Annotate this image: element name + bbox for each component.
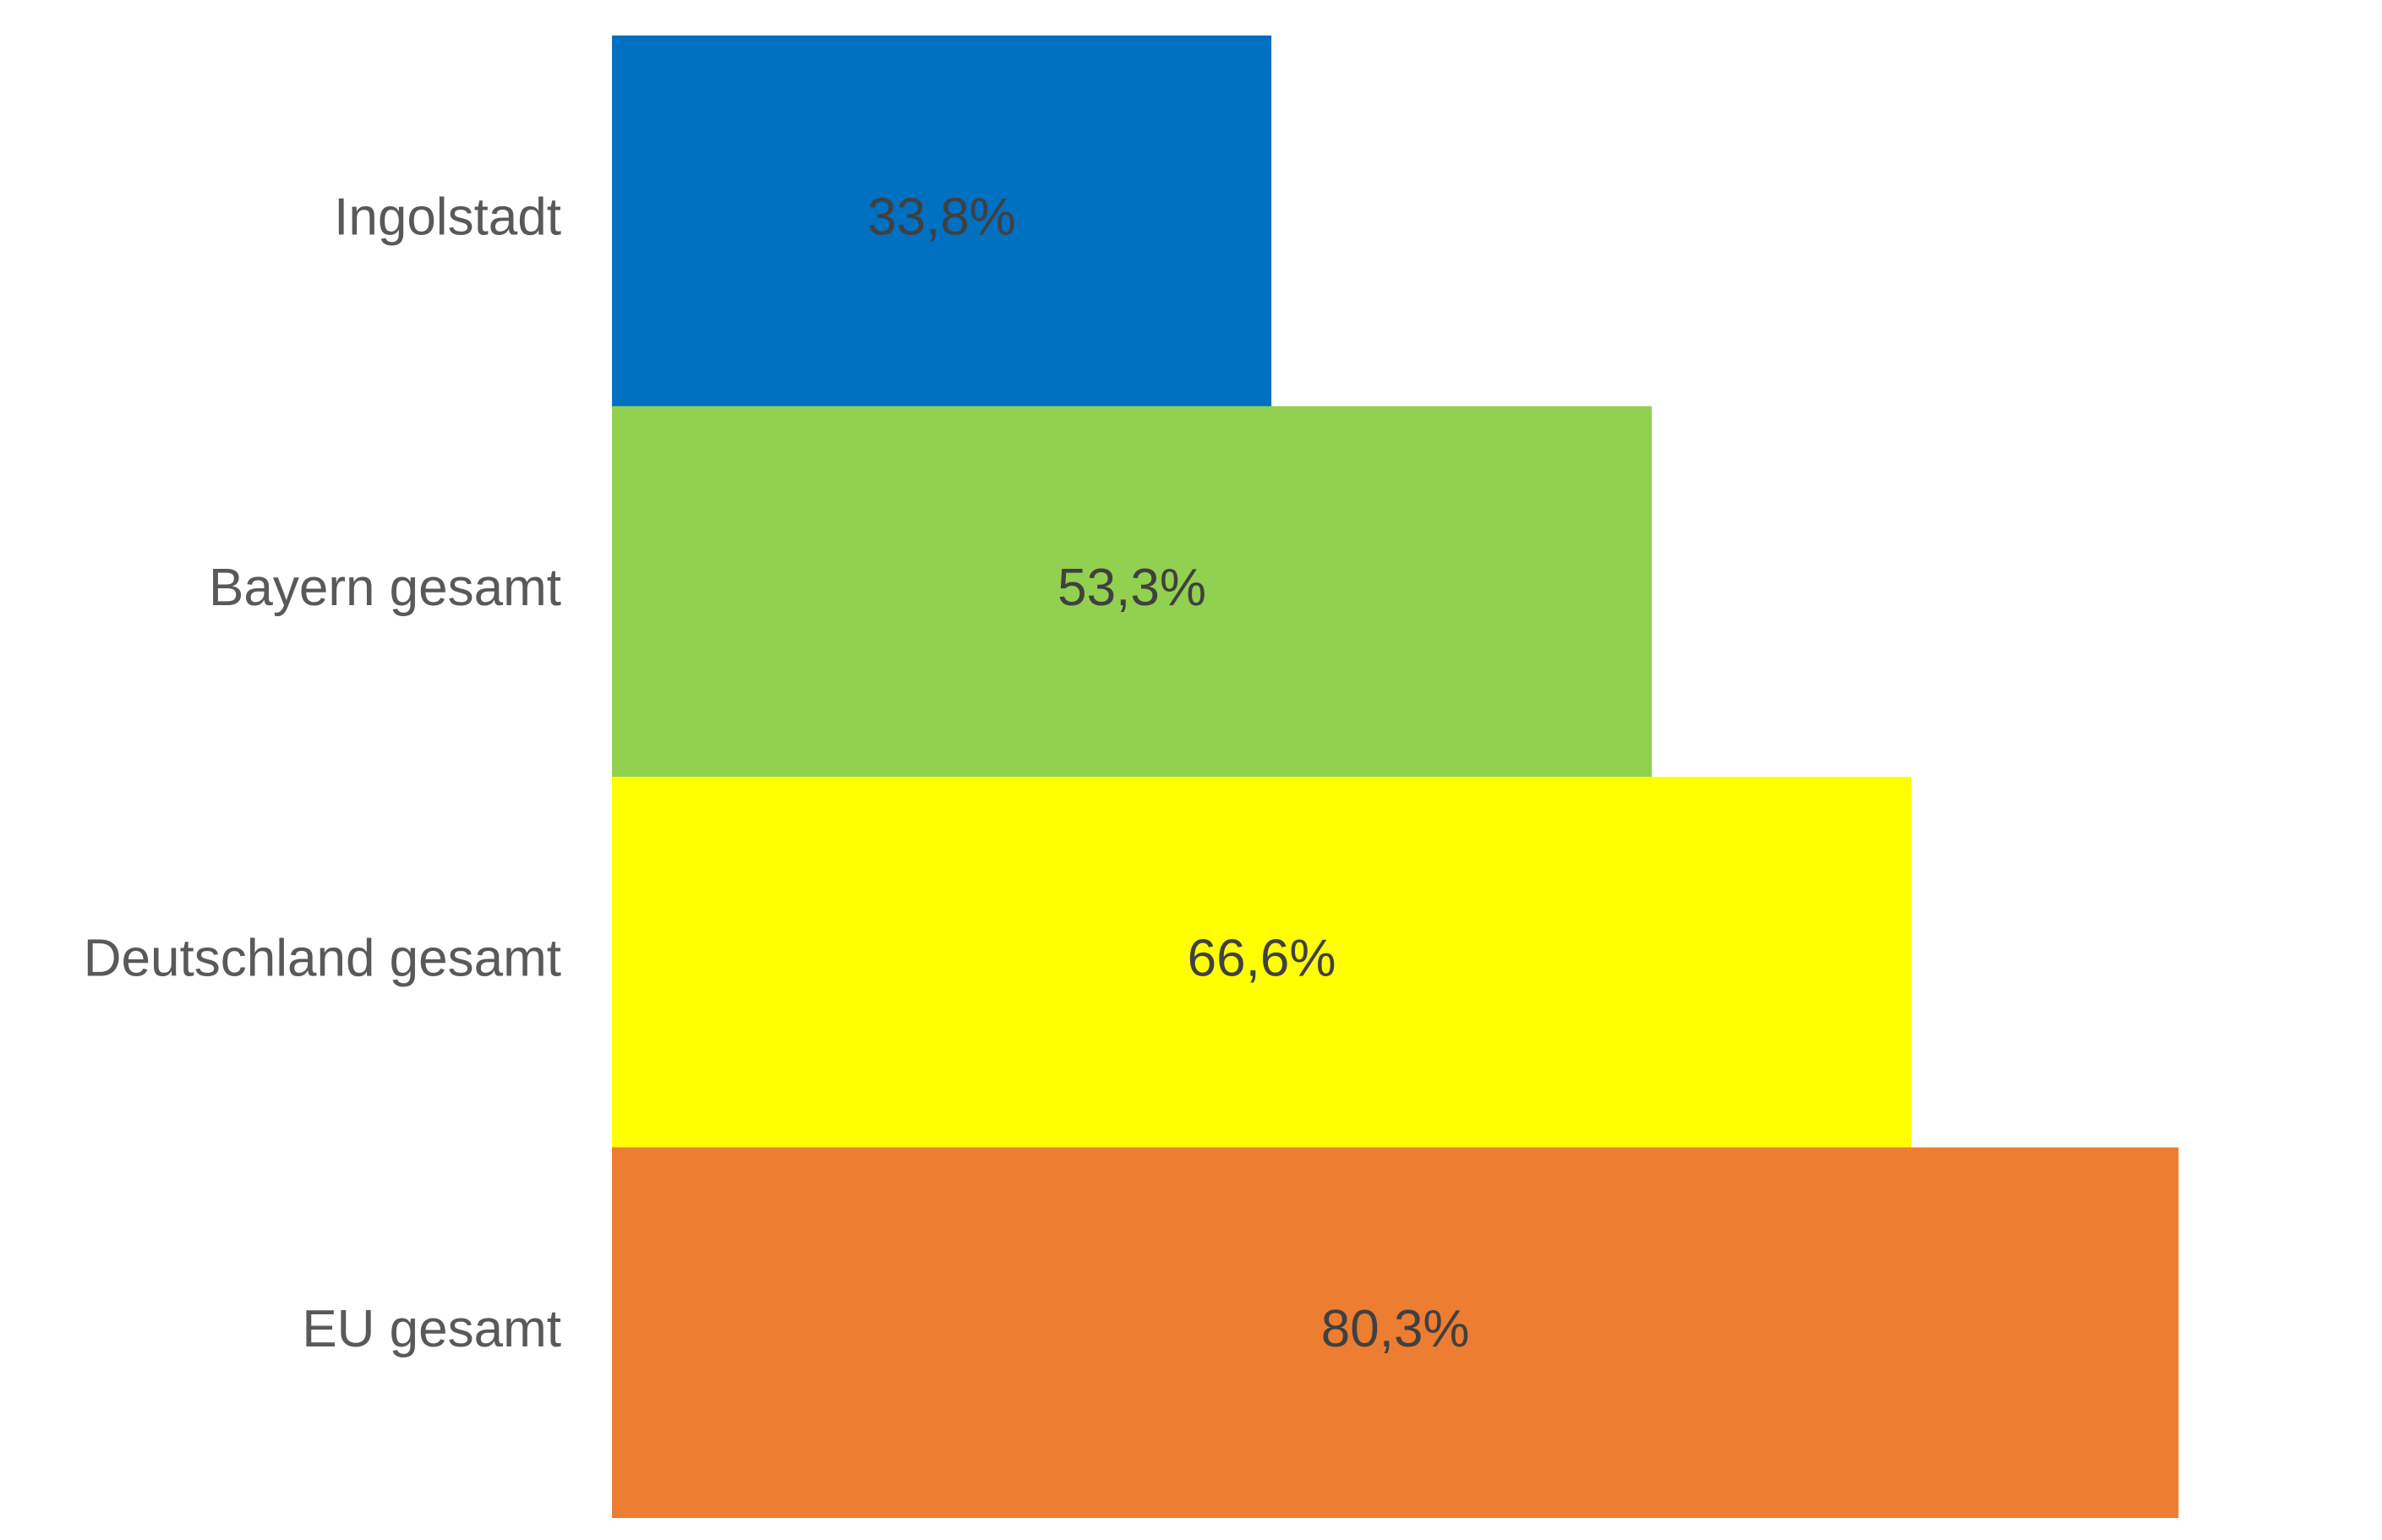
category-label: Deutschland gesamt bbox=[84, 930, 561, 988]
category-label: EU gesamt bbox=[302, 1300, 561, 1358]
value-label: 66,6% bbox=[1188, 930, 1336, 988]
value-label: 33,8% bbox=[867, 188, 1016, 247]
value-label: 80,3% bbox=[1321, 1300, 1470, 1358]
bar bbox=[612, 35, 1272, 407]
bar bbox=[612, 1147, 2179, 1518]
category-label: Ingolstadt bbox=[334, 188, 561, 247]
bar bbox=[612, 777, 1912, 1148]
category-label: Bayern gesamt bbox=[209, 559, 561, 617]
value-label: 53,3% bbox=[1057, 559, 1206, 617]
bar bbox=[612, 406, 1653, 777]
